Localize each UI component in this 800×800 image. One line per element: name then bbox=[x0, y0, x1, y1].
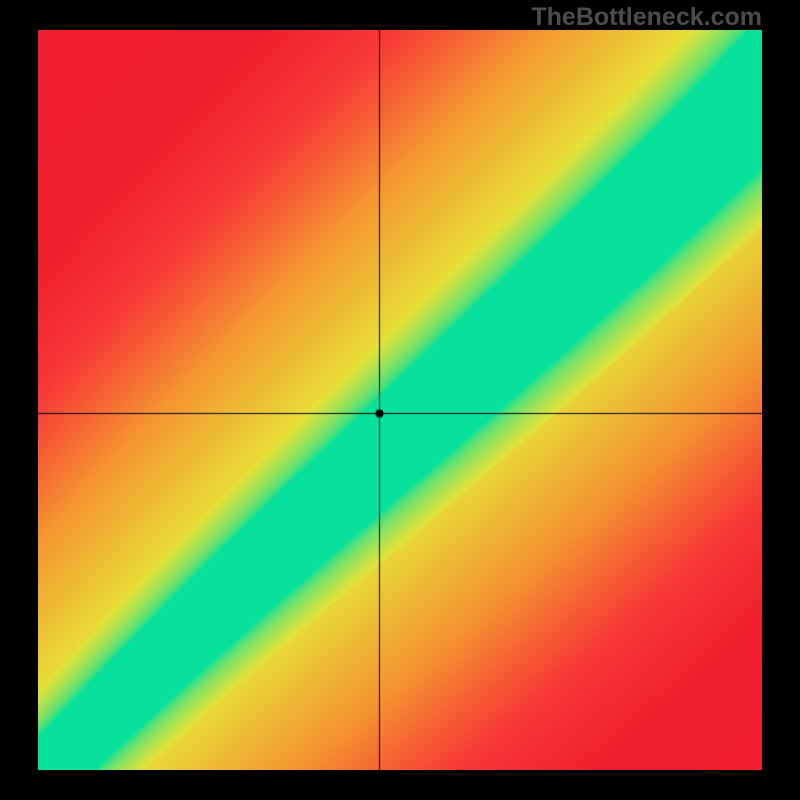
watermark-text: TheBottleneck.com bbox=[531, 3, 762, 32]
bottleneck-heatmap bbox=[38, 30, 762, 770]
chart-frame: TheBottleneck.com bbox=[0, 0, 800, 800]
